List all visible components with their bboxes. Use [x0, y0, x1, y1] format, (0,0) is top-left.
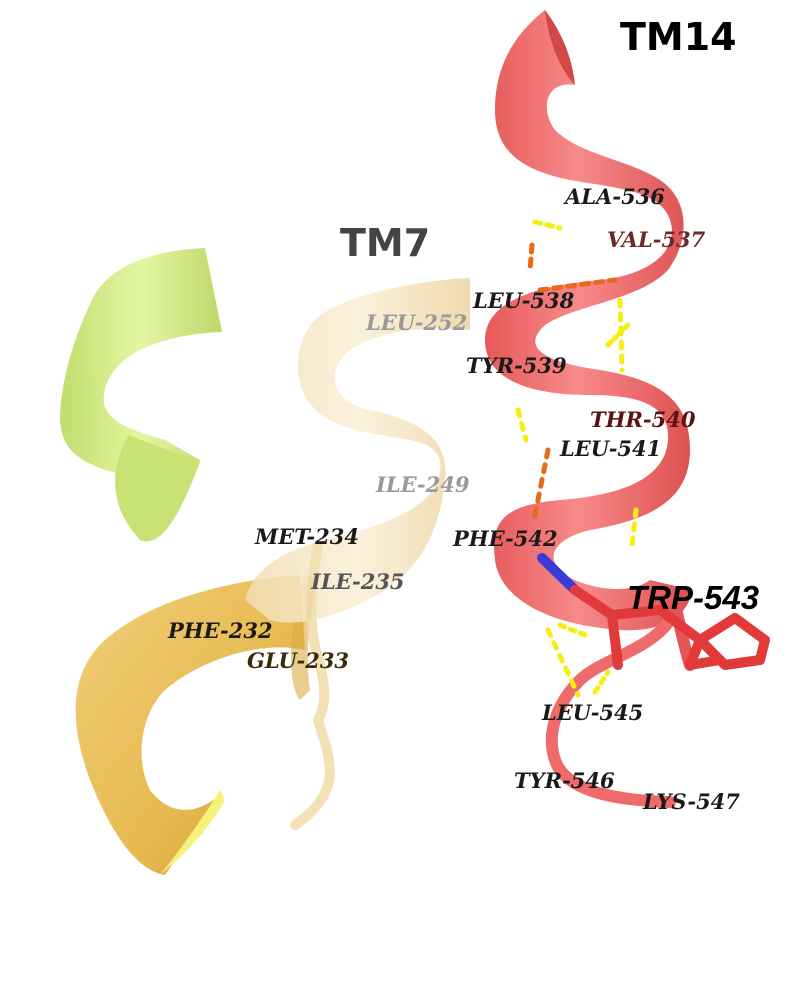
residue-label-phe542: PHE-542	[452, 526, 558, 551]
residue-label-ala536: ALA-536	[563, 184, 665, 209]
tm7-helix	[245, 278, 470, 830]
residue-label-val537: VAL-537	[607, 227, 706, 252]
residue-label-lys547: LYS-547	[642, 789, 740, 814]
trp-sidechain	[537, 553, 770, 670]
residue-label-tyr546: TYR-546	[514, 768, 615, 793]
residue-label-trp543: TRP-543	[627, 579, 759, 616]
residue-label-leu545: LEU-545	[541, 700, 643, 725]
residue-label-leu541: LEU-541	[559, 436, 661, 461]
left-helix	[60, 248, 222, 542]
residue-label-leu538: LEU-538	[472, 288, 575, 313]
tm7-label: TM7	[340, 221, 430, 265]
residue-label-tyr539: TYR-539	[466, 353, 567, 378]
hbonds	[515, 219, 639, 698]
residue-label-ile235: ILE-235	[310, 569, 405, 594]
residue-label-leu252: LEU-252	[365, 310, 467, 335]
tm14-helix	[485, 10, 696, 808]
residue-label-glu233: GLU-233	[247, 648, 349, 673]
residue-label-thr540: THR-540	[590, 407, 696, 432]
tm14-label: TM14	[620, 15, 737, 59]
residue-label-phe232: PHE-232	[167, 618, 273, 643]
residue-label-ile249: ILE-249	[375, 472, 470, 497]
residue-label-met234: MET-234	[254, 524, 359, 549]
